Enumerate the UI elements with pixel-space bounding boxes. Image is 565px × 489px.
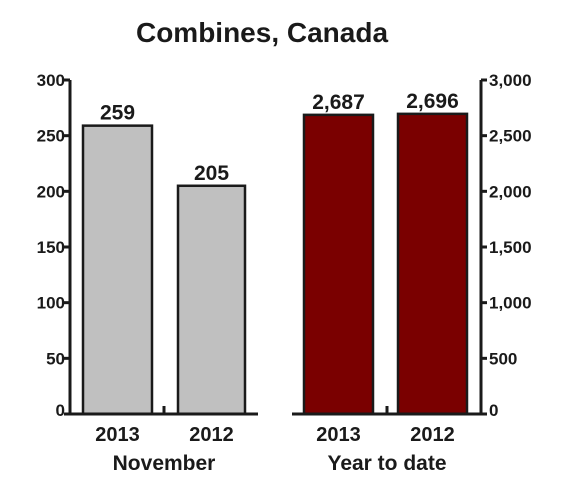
y-tick-label-panel-1: 100 bbox=[37, 294, 65, 313]
data-label-panel-1: 205 bbox=[194, 162, 229, 185]
chart-panels: 259 2013 205 2012 0 50 100 150 200 250 300 November… bbox=[37, 71, 532, 475]
y-tick-label-panel-1: 250 bbox=[37, 127, 65, 146]
y-tick-label-panel-2: 1,500 bbox=[489, 238, 532, 257]
category-label-panel-1: 2013 bbox=[95, 424, 140, 446]
group-label-panel-1: November bbox=[113, 452, 216, 475]
y-tick-label-panel-2: 3,000 bbox=[489, 71, 532, 90]
y-tick-label-panel-2: 2,000 bbox=[489, 182, 532, 201]
bar-2012-panel-2 bbox=[396, 112, 469, 416]
bar-2013-panel-1 bbox=[81, 124, 154, 416]
y-tick-label-panel-1: 0 bbox=[56, 401, 65, 420]
category-label-panel-2: 2013 bbox=[316, 424, 361, 446]
group-label-panel-2: Year to date bbox=[327, 452, 446, 475]
category-label-panel-2: 2012 bbox=[410, 424, 455, 446]
y-tick-label-panel-2: 2,500 bbox=[489, 127, 532, 146]
bar-2012-panel-1 bbox=[176, 184, 247, 416]
category-label-panel-1: 2012 bbox=[189, 424, 234, 446]
data-label-panel-1: 259 bbox=[100, 102, 135, 125]
data-label-panel-2: 2,687 bbox=[312, 91, 365, 114]
y-tick-label-panel-1: 200 bbox=[37, 182, 65, 201]
data-label-panel-2: 2,696 bbox=[406, 90, 459, 113]
y-tick-label-panel-1: 50 bbox=[46, 349, 65, 368]
y-tick-label-panel-1: 300 bbox=[37, 71, 65, 90]
bar-2013-panel-2 bbox=[302, 113, 375, 416]
y-tick-label-panel-2: 0 bbox=[489, 401, 498, 420]
y-tick-label-panel-1: 150 bbox=[37, 238, 65, 257]
y-tick-label-panel-2: 1,000 bbox=[489, 294, 532, 313]
chart-title: Combines, Canada bbox=[136, 17, 388, 48]
y-tick-label-panel-2: 500 bbox=[489, 349, 517, 368]
